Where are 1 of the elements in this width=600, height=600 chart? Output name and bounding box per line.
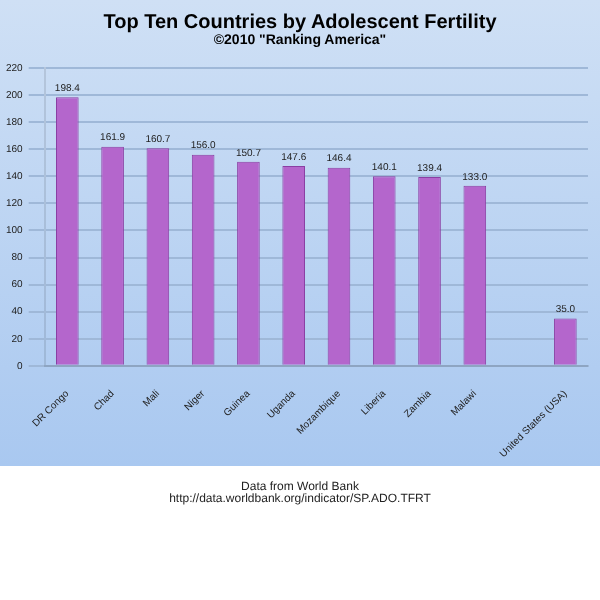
chart-title: Top Ten Countries by Adolescent Fertility — [101, 12, 499, 34]
